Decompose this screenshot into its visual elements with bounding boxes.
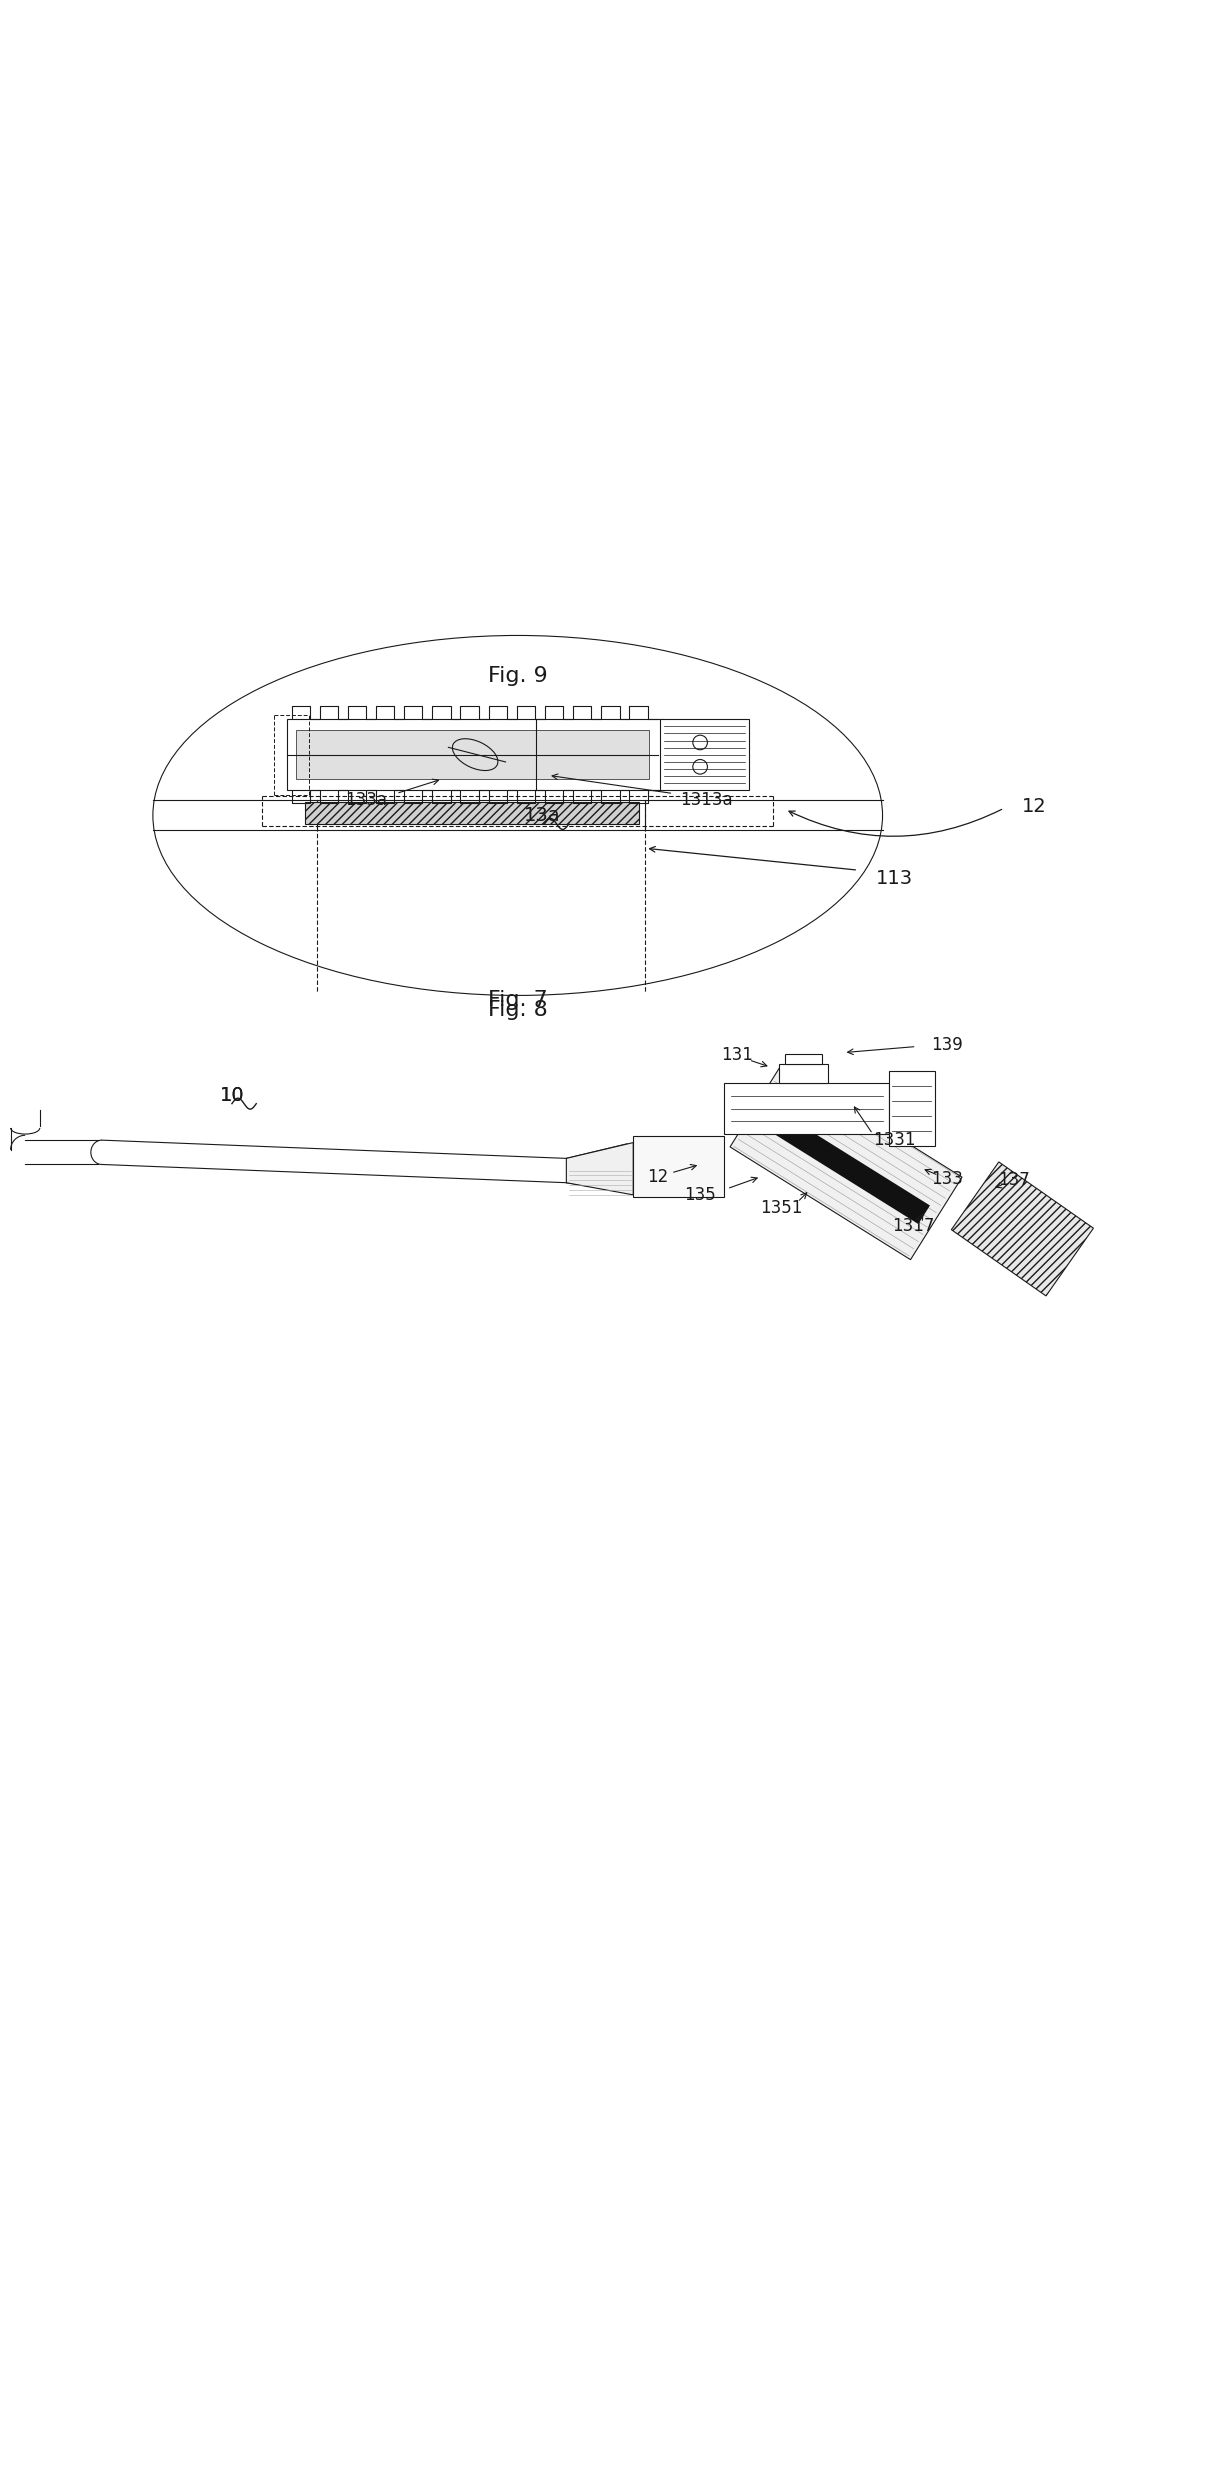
Text: 1317: 1317 — [892, 1218, 934, 1235]
Text: 131: 131 — [721, 1045, 753, 1065]
Bar — [633, 1136, 724, 1198]
Text: 1331: 1331 — [873, 1131, 916, 1149]
Bar — [661, 719, 749, 790]
Polygon shape — [566, 1144, 633, 1195]
Bar — [296, 731, 649, 778]
Text: 12: 12 — [647, 1168, 668, 1186]
Polygon shape — [738, 1092, 930, 1225]
Bar — [724, 1082, 888, 1134]
Text: 133: 133 — [931, 1171, 963, 1188]
Polygon shape — [951, 1161, 1093, 1297]
Text: 113: 113 — [876, 869, 913, 889]
Text: 133a: 133a — [344, 790, 386, 808]
Text: Fig. 8: Fig. 8 — [488, 1000, 547, 1020]
Text: 135: 135 — [684, 1186, 716, 1203]
Text: 13a: 13a — [524, 805, 561, 825]
Text: 139: 139 — [931, 1037, 963, 1055]
Text: 10: 10 — [220, 1087, 245, 1104]
Text: Fig. 9: Fig. 9 — [488, 664, 547, 687]
Bar — [305, 803, 640, 825]
Text: Fig. 7: Fig. 7 — [488, 990, 547, 1010]
Text: 10: 10 — [220, 1087, 245, 1104]
Bar — [779, 1065, 828, 1082]
Text: 12: 12 — [1022, 798, 1047, 818]
Bar — [287, 719, 664, 790]
Text: 1351: 1351 — [760, 1200, 803, 1218]
Text: 1313a: 1313a — [680, 790, 733, 808]
Polygon shape — [731, 1065, 962, 1260]
Bar — [888, 1072, 935, 1146]
Text: 137: 137 — [998, 1171, 1030, 1188]
Bar — [785, 1055, 822, 1065]
